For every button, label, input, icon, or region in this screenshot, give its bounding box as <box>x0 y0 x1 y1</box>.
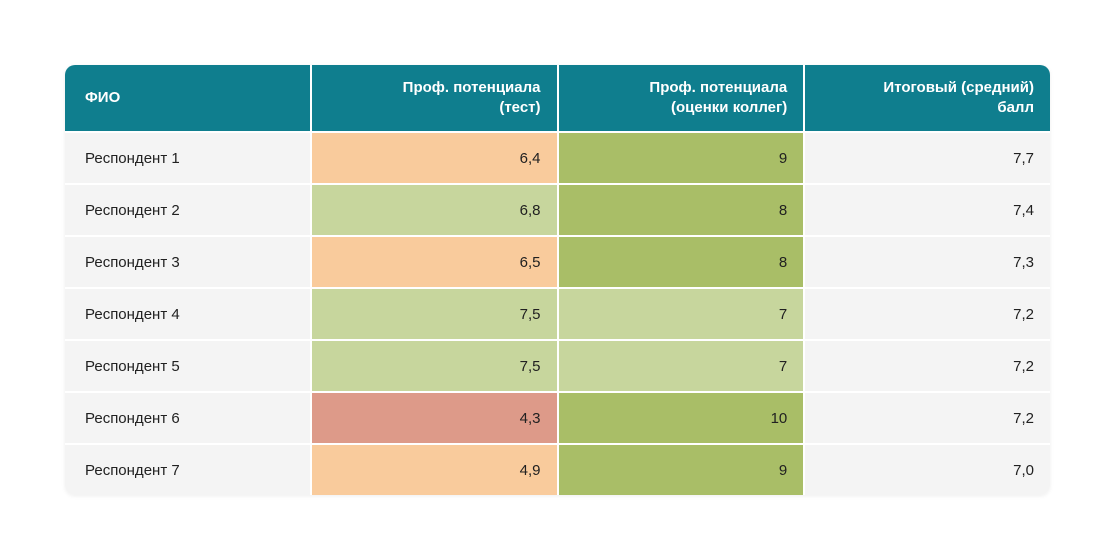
average-score-cell: 7,0 <box>805 445 1050 495</box>
table-row: Респондент 7 4,9 9 7,0 <box>65 445 1050 495</box>
header-cell-total: Итоговый (средний) балл <box>805 65 1050 131</box>
respondent-name-cell: Респондент 2 <box>65 185 310 235</box>
peer-score-cell: 8 <box>558 237 804 287</box>
peer-score-cell: 9 <box>558 133 804 183</box>
peer-score-cell: 7 <box>558 289 804 339</box>
table-row: Респондент 4 7,5 7 7,2 <box>65 289 1050 339</box>
header-cell-test: Проф. потенциала (тест) <box>311 65 557 131</box>
test-score-cell: 7,5 <box>311 341 557 391</box>
test-score-cell: 4,3 <box>311 393 557 443</box>
respondent-name-cell: Респондент 5 <box>65 341 310 391</box>
respondent-name-cell: Респондент 6 <box>65 393 310 443</box>
average-score-cell: 7,3 <box>805 237 1050 287</box>
table-header-row: ФИО Проф. потенциала (тест) Проф. потенц… <box>65 65 1050 131</box>
average-score-cell: 7,2 <box>805 341 1050 391</box>
table-row: Респондент 6 4,3 10 7,2 <box>65 393 1050 443</box>
peer-score-cell: 9 <box>558 445 804 495</box>
scores-table: ФИО Проф. потенциала (тест) Проф. потенц… <box>65 65 1050 495</box>
header-cell-peer: Проф. потенциала (оценки коллег) <box>558 65 804 131</box>
average-score-cell: 7,2 <box>805 289 1050 339</box>
respondent-name-cell: Респондент 1 <box>65 133 310 183</box>
test-score-cell: 4,9 <box>311 445 557 495</box>
respondent-name-cell: Респондент 7 <box>65 445 310 495</box>
average-score-cell: 7,2 <box>805 393 1050 443</box>
test-score-cell: 6,4 <box>311 133 557 183</box>
average-score-cell: 7,7 <box>805 133 1050 183</box>
peer-score-cell: 7 <box>558 341 804 391</box>
respondent-name-cell: Респондент 3 <box>65 237 310 287</box>
average-score-cell: 7,4 <box>805 185 1050 235</box>
respondent-name-cell: Респондент 4 <box>65 289 310 339</box>
table-row: Респондент 5 7,5 7 7,2 <box>65 341 1050 391</box>
table-row: Респондент 3 6,5 8 7,3 <box>65 237 1050 287</box>
table-row: Респондент 2 6,8 8 7,4 <box>65 185 1050 235</box>
table-row: Респондент 1 6,4 9 7,7 <box>65 133 1050 183</box>
test-score-cell: 6,5 <box>311 237 557 287</box>
peer-score-cell: 10 <box>558 393 804 443</box>
header-cell-fio: ФИО <box>65 65 310 131</box>
test-score-cell: 7,5 <box>311 289 557 339</box>
test-score-cell: 6,8 <box>311 185 557 235</box>
peer-score-cell: 8 <box>558 185 804 235</box>
